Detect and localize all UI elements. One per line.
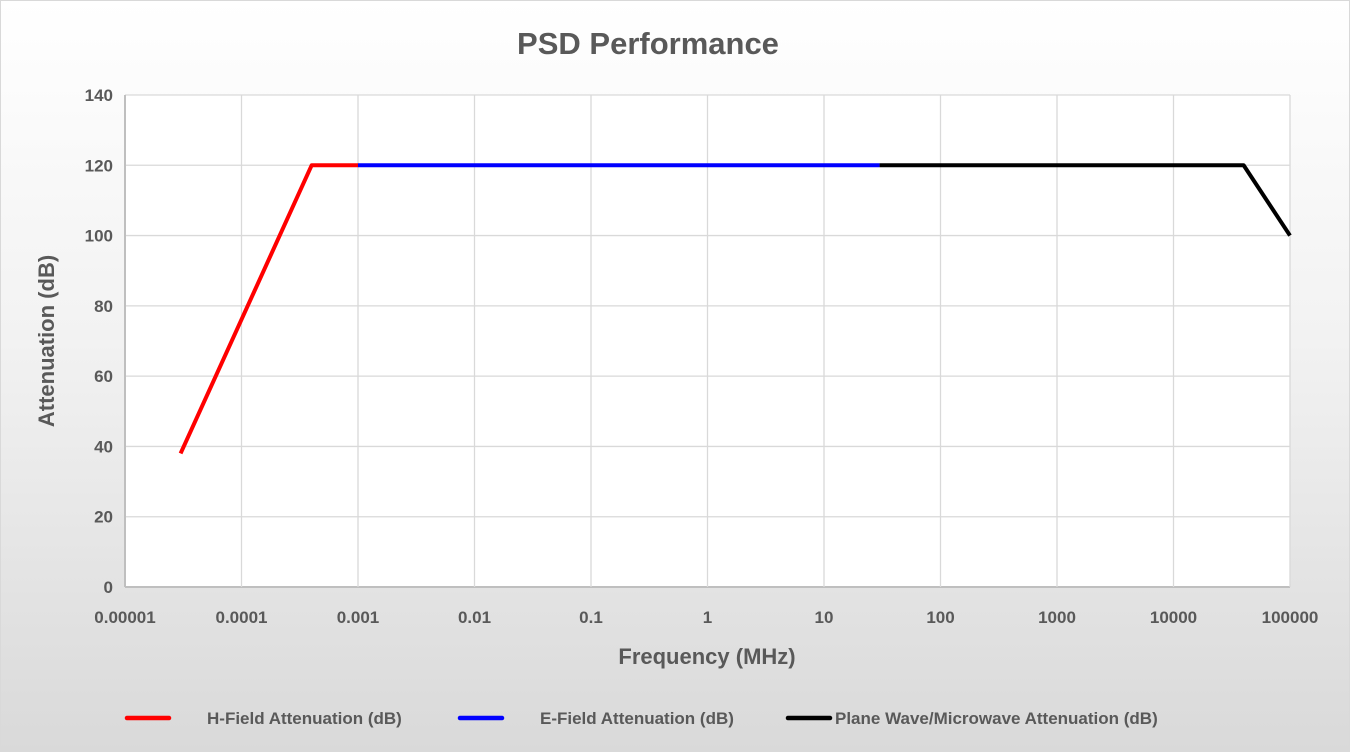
y-tick-label: 100	[85, 227, 113, 246]
y-tick-label: 20	[94, 508, 113, 527]
x-tick-label: 100	[926, 608, 954, 627]
series-line-2	[879, 163, 1292, 237]
x-axis-label: Frequency (MHz)	[618, 644, 795, 669]
x-tick-label: 100000	[1262, 608, 1319, 627]
series-line-0	[178, 163, 358, 455]
x-tick-label: 10000	[1150, 608, 1197, 627]
series-lines	[178, 163, 1292, 455]
x-tick-label: 1000	[1038, 608, 1076, 627]
legend: H-Field Attenuation (dB) E-Field Attenuat…	[124, 709, 1158, 728]
y-tick-label: 40	[94, 437, 113, 456]
y-axis-label: Attenuation (dB)	[34, 255, 59, 427]
x-tick-label: 0.0001	[216, 608, 268, 627]
x-tick-label: 10	[815, 608, 834, 627]
legend-label-2: Plane Wave/Microwave Attenuation (dB)	[835, 709, 1158, 728]
y-tick-label: 60	[94, 367, 113, 386]
x-tick-label: 0.001	[337, 608, 380, 627]
legend-label-1: E-Field Attenuation (dB)	[540, 709, 734, 728]
x-tick-label: 0.00001	[94, 608, 155, 627]
y-axis-ticks: 0 20 40 60 80 100 120 140	[85, 86, 113, 597]
x-tick-label: 0.1	[579, 608, 603, 627]
y-tick-label: 140	[85, 86, 113, 105]
x-axis-ticks: 0.00001 0.0001 0.001 0.01 0.1 1 10 100 1000 10000…	[94, 608, 1318, 627]
y-tick-label: 120	[85, 156, 113, 175]
chart-title: PSD Performance	[517, 26, 779, 61]
legend-label-0: H-Field Attenuation (dB)	[207, 709, 402, 728]
y-tick-label: 80	[94, 297, 113, 316]
y-tick-label: 0	[104, 578, 113, 597]
x-tick-label: 0.01	[458, 608, 491, 627]
x-tick-label: 1	[703, 608, 712, 627]
